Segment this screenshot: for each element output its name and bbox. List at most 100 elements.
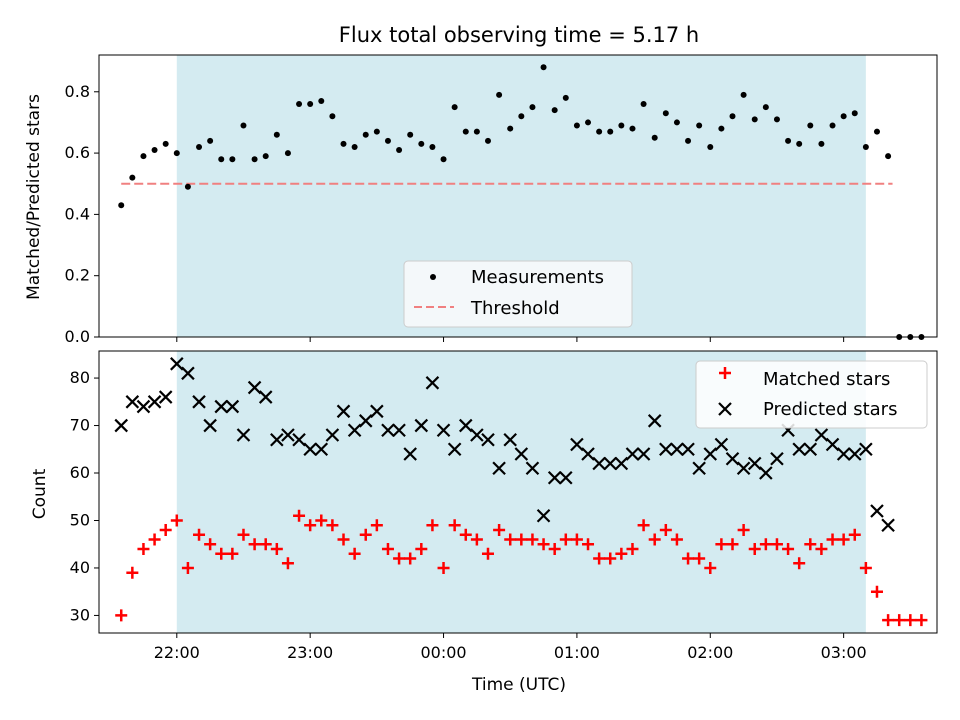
measurement-point [862,143,869,150]
matched-point [281,557,294,570]
legend-predicted-label: Predicted stars [763,399,897,420]
measurement-point [685,137,692,144]
measurement-point [484,137,491,144]
predicted-point [181,366,195,381]
matched-point [326,519,339,532]
matched-point [815,542,828,555]
bottom-y-tick-label: 30 [70,605,90,624]
matched-point [515,533,528,546]
matched-point [837,533,850,546]
predicted-point [236,428,251,442]
matched-point [804,538,817,551]
predicted-point [358,414,373,428]
measurement-point [451,104,458,111]
measurement-point [707,143,714,150]
measurement-point [207,137,214,144]
predicted-point [336,404,351,419]
matched-point [626,542,639,555]
measurement-point [262,153,269,160]
measurement-point [662,110,669,117]
predicted-point [258,390,273,404]
legend-measurements-label: Measurements [471,267,604,288]
predicted-point [525,461,540,476]
predicted-point [759,466,773,480]
bottom-x-axis: 22:00 23:00 00:00 01:00 02:00 03:00 [154,633,867,662]
legend-threshold-label: Threshold [470,298,560,319]
predicted-point [570,437,584,452]
matched-point [915,614,928,627]
matched-point [493,523,506,536]
bottom-x-tick-label: 03:00 [821,643,867,662]
matched-point [193,528,206,541]
matched-point [393,552,406,565]
predicted-point [492,461,506,476]
matched-point [470,533,483,546]
measurement-point [140,153,147,160]
matched-point [270,542,283,555]
measurement-point [751,116,758,123]
predicted-point [403,447,417,461]
bottom-x-tick-label: 02:00 [687,643,733,662]
matched-point [304,519,317,532]
top-panel: 0.00.20.40.60.8 Matched/Predicted stars … [24,54,938,346]
legend-matched-marker [719,367,731,379]
measurement-point [384,137,391,144]
predicted-point [881,518,895,533]
matched-point [582,538,595,551]
bottom-y-tick-label: 80 [70,368,90,387]
predicted-point [814,428,829,442]
top-plot-frame [98,54,938,338]
measurement-point [440,156,447,163]
matched-point [859,561,872,574]
matched-point [337,533,350,546]
predicted-point [314,442,329,457]
measurement-point [829,122,836,129]
predicted-point [803,442,818,457]
matched-point [370,519,383,532]
matched-point [359,528,372,541]
predicted-point [725,451,740,466]
predicted-point [792,442,806,457]
measurement-point [473,128,480,135]
predicted-point [203,418,217,433]
measurement-point [873,128,880,135]
matched-point [181,561,194,574]
bottom-panel: 30 40 50 60 70 80 22:00 23:00 00:00 01:00 02:00 03… [30,350,938,695]
predicted-point [736,461,751,476]
matched-point [559,533,572,546]
matched-point [693,552,706,565]
matched-point [126,566,139,579]
predicted-point [147,395,162,409]
measurement-point [329,113,336,120]
legend-measurements-marker [430,274,436,280]
predicted-point [370,404,384,419]
predicted-point [136,399,151,414]
measurement-point [362,131,369,138]
measurement-point [229,156,236,163]
predicted-point [114,418,129,433]
measurement-point [607,128,614,135]
matched-point [715,538,728,551]
matched-point [481,547,494,560]
matched-point [593,552,606,565]
measurement-point [540,64,547,71]
matched-point [426,519,439,532]
predicted-point [659,442,673,457]
matched-point [170,514,183,527]
top-y-tick-label: 0.4 [65,204,90,223]
matched-point [670,533,683,546]
top-y-tick-label: 0.8 [65,82,90,101]
predicted-point [281,428,295,442]
legend-matched-label: Matched stars [763,369,890,390]
bottom-legend-box [695,360,928,429]
measurement-point [740,91,747,98]
matched-point [237,528,250,541]
matched-point [770,538,783,551]
predicted-point [592,456,606,471]
top-x-axis-ticks [176,337,845,342]
measurement-point [729,113,736,120]
predicted-point [681,442,695,457]
matched-point [782,542,795,555]
matched-point [259,538,272,551]
top-y-tick-label: 0.2 [65,266,90,285]
